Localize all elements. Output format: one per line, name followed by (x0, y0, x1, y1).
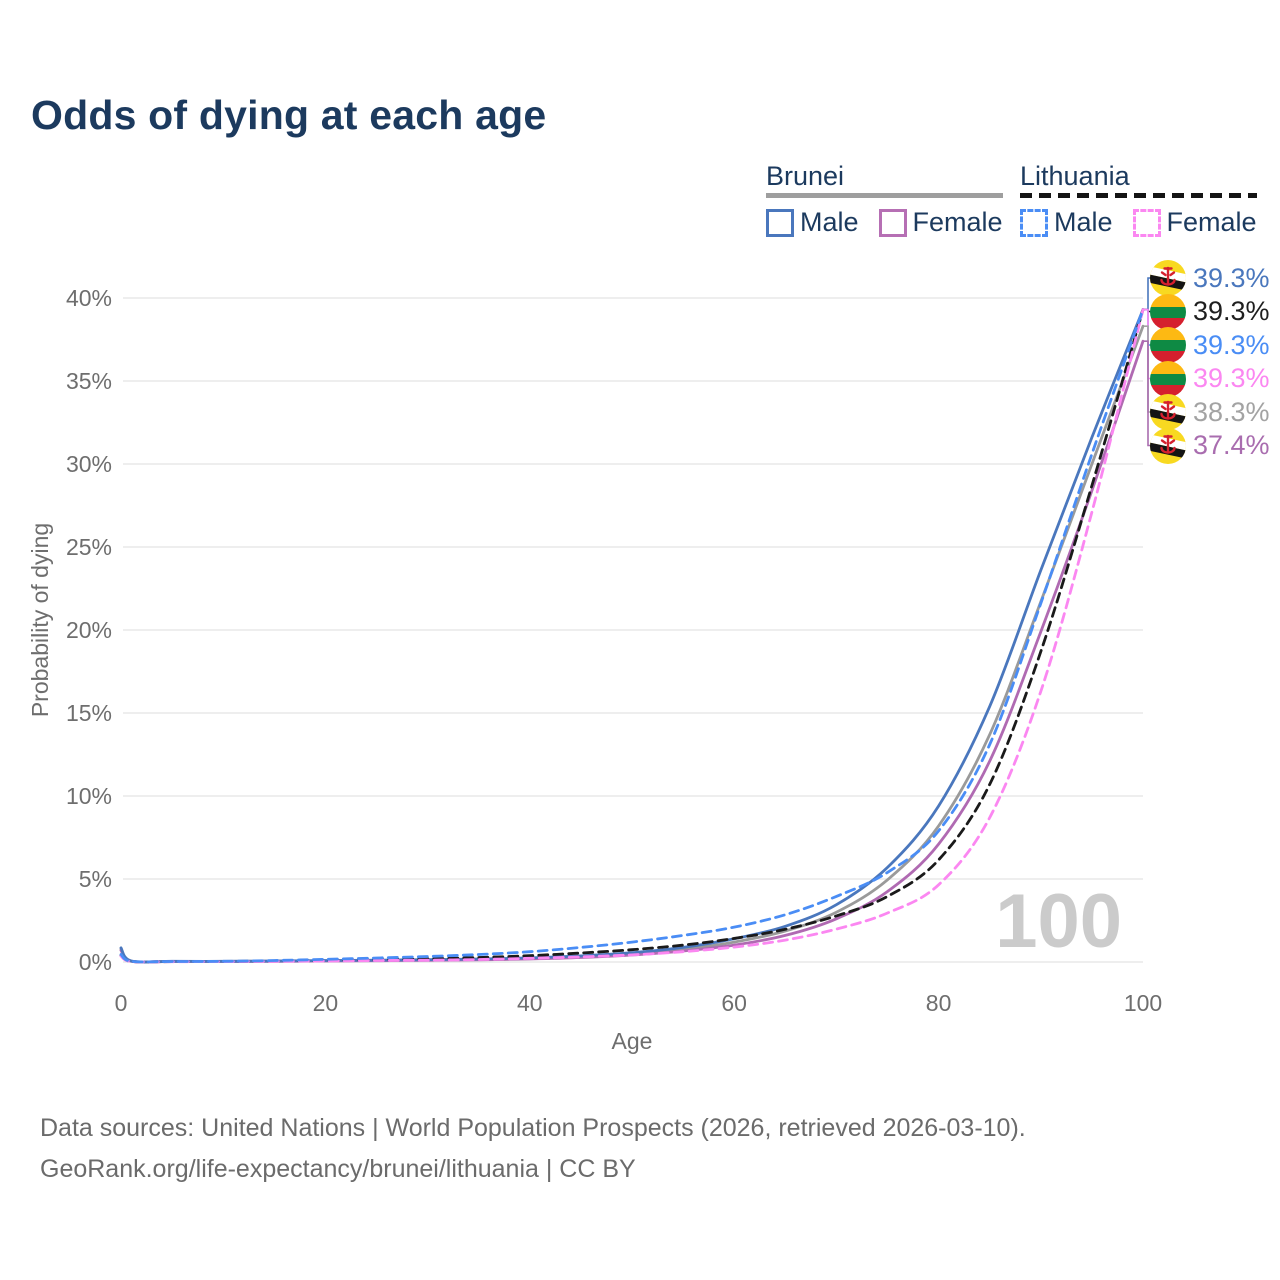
series-line-brunei-total[interactable] (119, 324, 1145, 964)
brunei-flag-icon (1150, 394, 1186, 430)
legend-item-label: Female (1166, 207, 1257, 237)
legend-group-brunei: Brunei Male Female (766, 162, 1003, 238)
end-label-value: 39.3% (1193, 262, 1270, 293)
brunei-female-swatch-icon (878, 208, 907, 237)
footer-attribution: GeoRank.org/life-expectancy/brunei/lithu… (40, 1155, 636, 1183)
y-tick-label: 30% (66, 451, 112, 477)
legend-line-sample-lithuania (1020, 193, 1257, 198)
end-label-brunei-male: 39.3% (1150, 259, 1270, 297)
legend-item-brunei-male[interactable]: Male (766, 207, 859, 238)
end-label-value: 39.3% (1193, 329, 1270, 360)
age-watermark: 100 (995, 879, 1122, 964)
y-tick-label: 5% (79, 866, 112, 892)
legend-item-label: Female (912, 207, 1003, 237)
end-label-lithuania-female: 39.3% (1150, 360, 1270, 398)
x-tick-label: 20 (313, 990, 339, 1016)
series-line-brunei-male[interactable] (119, 308, 1145, 964)
legend-item-lithuania-female[interactable]: Female (1132, 207, 1257, 238)
brunei-male-swatch-icon (766, 208, 794, 237)
x-tick-label: 80 (926, 990, 952, 1016)
lithuania-flag-icon (1150, 327, 1186, 363)
brunei-flag-icon (1150, 428, 1186, 464)
y-tick-label: 40% (66, 285, 112, 311)
x-tick-label: 60 (721, 990, 747, 1016)
end-label-lithuania-total: 39.3% (1150, 293, 1270, 331)
lithuania-flag-icon (1150, 294, 1186, 330)
lithuania-male-swatch-icon (1020, 208, 1048, 237)
legend-title-lithuania[interactable]: Lithuania (1020, 161, 1130, 191)
end-label-brunei-female: 37.4% (1150, 427, 1270, 465)
brunei-flag-icon (1150, 260, 1186, 296)
legend-group-lithuania: Lithuania Male Female (1020, 162, 1257, 238)
y-tick-label: 25% (66, 534, 112, 560)
end-label-lithuania-male: 39.3% (1150, 326, 1270, 364)
y-tick-label: 35% (66, 368, 112, 394)
end-label-value: 39.3% (1193, 363, 1270, 393)
legend-item-label: Male (1054, 207, 1113, 237)
y-tick-label: 15% (66, 700, 112, 726)
lithuania-female-swatch-icon (1132, 208, 1161, 237)
footer-data-sources: Data sources: United Nations | World Pop… (40, 1114, 1026, 1142)
legend-item-brunei-female[interactable]: Female (878, 207, 1003, 238)
legend-title-brunei[interactable]: Brunei (766, 161, 845, 191)
x-tick-label: 0 (115, 990, 128, 1016)
series-line-lithuania-female[interactable] (119, 308, 1145, 964)
legend-item-lithuania-male[interactable]: Male (1020, 207, 1113, 238)
series-line-lithuania-male[interactable] (119, 308, 1145, 964)
y-axis-title: Probability of dying (27, 523, 53, 717)
y-tick-label: 0% (79, 949, 112, 975)
x-tick-label: 40 (517, 990, 543, 1016)
end-label-value: 38.3% (1193, 396, 1270, 427)
x-tick-label: 100 (1124, 990, 1162, 1016)
y-tick-label: 20% (66, 617, 112, 643)
x-axis-title: Age (612, 1028, 653, 1054)
end-label-brunei-total: 38.3% (1150, 393, 1270, 431)
legend-item-label: Male (800, 207, 859, 237)
series-line-lithuania-total[interactable] (119, 308, 1145, 964)
end-label-value: 39.3% (1193, 296, 1270, 326)
y-tick-label: 10% (66, 783, 112, 809)
series-line-brunei-female[interactable] (119, 339, 1145, 964)
legend-line-sample-brunei (766, 193, 1003, 198)
lithuania-flag-icon (1150, 361, 1186, 397)
footer: Data sources: United Nations | World Pop… (40, 1108, 1026, 1190)
page-title: Odds of dying at each age (31, 92, 547, 138)
end-label-value: 37.4% (1193, 430, 1270, 460)
